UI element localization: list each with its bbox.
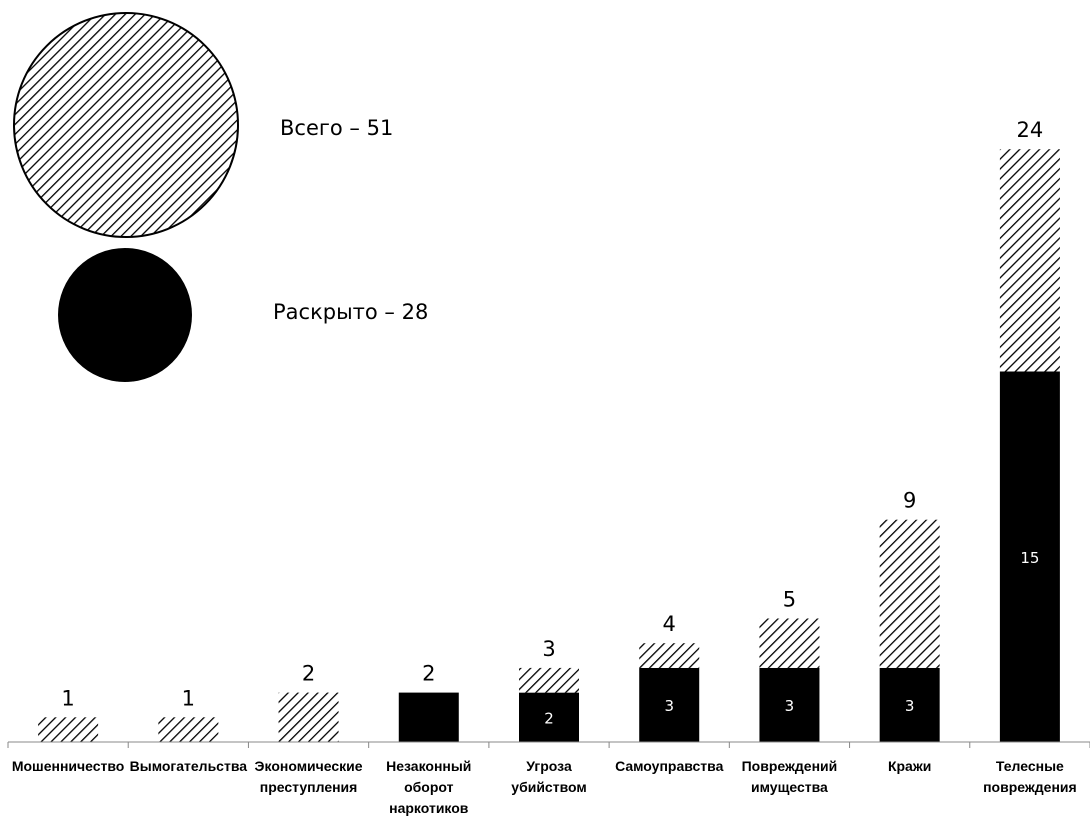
category-label: наркотиков	[389, 800, 469, 816]
bar-total-label: 2	[422, 662, 435, 686]
bar-solved	[759, 667, 820, 742]
category-label: Вымогательства	[130, 758, 248, 774]
bar-solved	[999, 371, 1060, 742]
bar-solved-label: 3	[905, 697, 915, 715]
bar-unsolved	[759, 618, 820, 668]
bar-total-label: 2	[302, 662, 315, 686]
category-label: убийством	[511, 779, 586, 795]
category-label: Незаконный	[386, 758, 471, 774]
bar-total-label: 3	[542, 637, 555, 661]
bar-solved-label: 3	[785, 697, 795, 715]
category-label: Телесные	[996, 758, 1064, 774]
bar-solved	[519, 692, 579, 742]
bar-solved-label: 3	[664, 697, 674, 715]
bar-unsolved	[639, 643, 700, 668]
category-label: Кражи	[888, 758, 931, 774]
legend: Всего – 51 Раскрыто – 28	[13, 12, 428, 382]
x-axis-category-labels: Мошенничество Вымогательства Экономические…	[12, 758, 1077, 816]
category-label: Угроза	[526, 758, 572, 774]
bar-total-label: 9	[903, 489, 916, 513]
category-label: Повреждений	[742, 758, 838, 774]
category-label: Экономические	[255, 758, 363, 774]
legend-total-label: Всего – 51	[280, 116, 393, 140]
legend-solved-label: Раскрыто – 28	[273, 300, 428, 324]
category-label: Самоуправства	[615, 758, 724, 774]
category-label: имущества	[751, 779, 828, 795]
bar-solved	[398, 692, 459, 742]
bar-unsolved	[999, 149, 1060, 372]
bar-unsolved	[158, 717, 219, 742]
bar-total-label: 5	[783, 588, 796, 612]
bar-total-label: 1	[182, 686, 195, 710]
legend-solved-marker	[58, 248, 192, 382]
category-label: Мошенничество	[12, 758, 125, 774]
category-label: оборот	[404, 779, 454, 795]
bar-total-label: 24	[1017, 118, 1044, 142]
bar-total-label: 4	[663, 612, 676, 636]
bar-solved	[879, 667, 940, 742]
bar-solved-label: 2	[544, 709, 554, 727]
bar-unsolved	[38, 717, 99, 742]
bar-unsolved	[278, 692, 339, 742]
category-label: повреждения	[983, 779, 1077, 795]
bar-unsolved	[879, 519, 940, 668]
category-label: преступления	[260, 779, 358, 795]
bar-total-label: 1	[61, 686, 74, 710]
bar-unsolved	[519, 667, 579, 693]
bar-solved-label: 15	[1020, 549, 1039, 567]
bar-solved	[639, 667, 700, 742]
legend-total-marker	[13, 12, 239, 238]
x-axis-ticks	[7, 742, 1090, 748]
